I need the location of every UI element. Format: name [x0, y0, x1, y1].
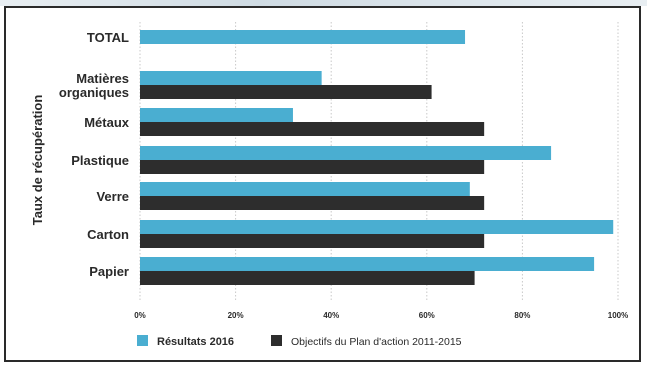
grid-lines	[139, 22, 619, 300]
top-strip	[0, 0, 647, 6]
bars	[140, 30, 614, 285]
bar-resultats-6	[140, 257, 595, 271]
category-label: Verre	[96, 189, 129, 204]
x-tick-label: 100%	[608, 311, 628, 320]
category-label: Carton	[87, 227, 129, 242]
x-tick-labels: 0% 20% 40% 60% 80% 100%	[134, 311, 628, 320]
bar-resultats-1	[140, 71, 322, 85]
bar-objectifs-4	[140, 196, 485, 210]
bar-objectifs-6	[140, 271, 475, 285]
bar-resultats-5	[140, 220, 614, 234]
y-axis-label: Taux de récupération	[30, 95, 45, 226]
bar-resultats-2	[140, 108, 293, 122]
x-tick-label: 0%	[134, 311, 146, 320]
category-label: TOTAL	[87, 30, 129, 45]
bar-objectifs-2	[140, 122, 485, 136]
x-tick-label: 80%	[514, 311, 530, 320]
bar-resultats-3	[140, 146, 552, 160]
bar-objectifs-3	[140, 160, 485, 174]
category-label: Métaux	[84, 115, 130, 130]
bar-resultats-4	[140, 182, 470, 196]
legend-label: Résultats 2016	[157, 336, 234, 348]
legend-swatch	[271, 335, 282, 346]
x-tick-label: 60%	[419, 311, 435, 320]
x-tick-label: 40%	[323, 311, 339, 320]
x-tick-label: 20%	[228, 311, 244, 320]
legend-label: Objectifs du Plan d'action 2011-2015	[291, 336, 462, 348]
bar-objectifs-1	[140, 85, 432, 99]
legend-swatch	[137, 335, 148, 346]
legend: Résultats 2016 Objectifs du Plan d'action…	[137, 335, 462, 348]
category-label: Plastique	[71, 153, 129, 168]
category-label: Papier	[89, 264, 129, 279]
bar-resultats-0	[140, 30, 466, 44]
category-label: Matières organiques	[59, 71, 129, 100]
bar-objectifs-5	[140, 234, 485, 248]
category-labels: TOTAL Matières organiques Métaux Plastique Ve…	[59, 30, 130, 279]
